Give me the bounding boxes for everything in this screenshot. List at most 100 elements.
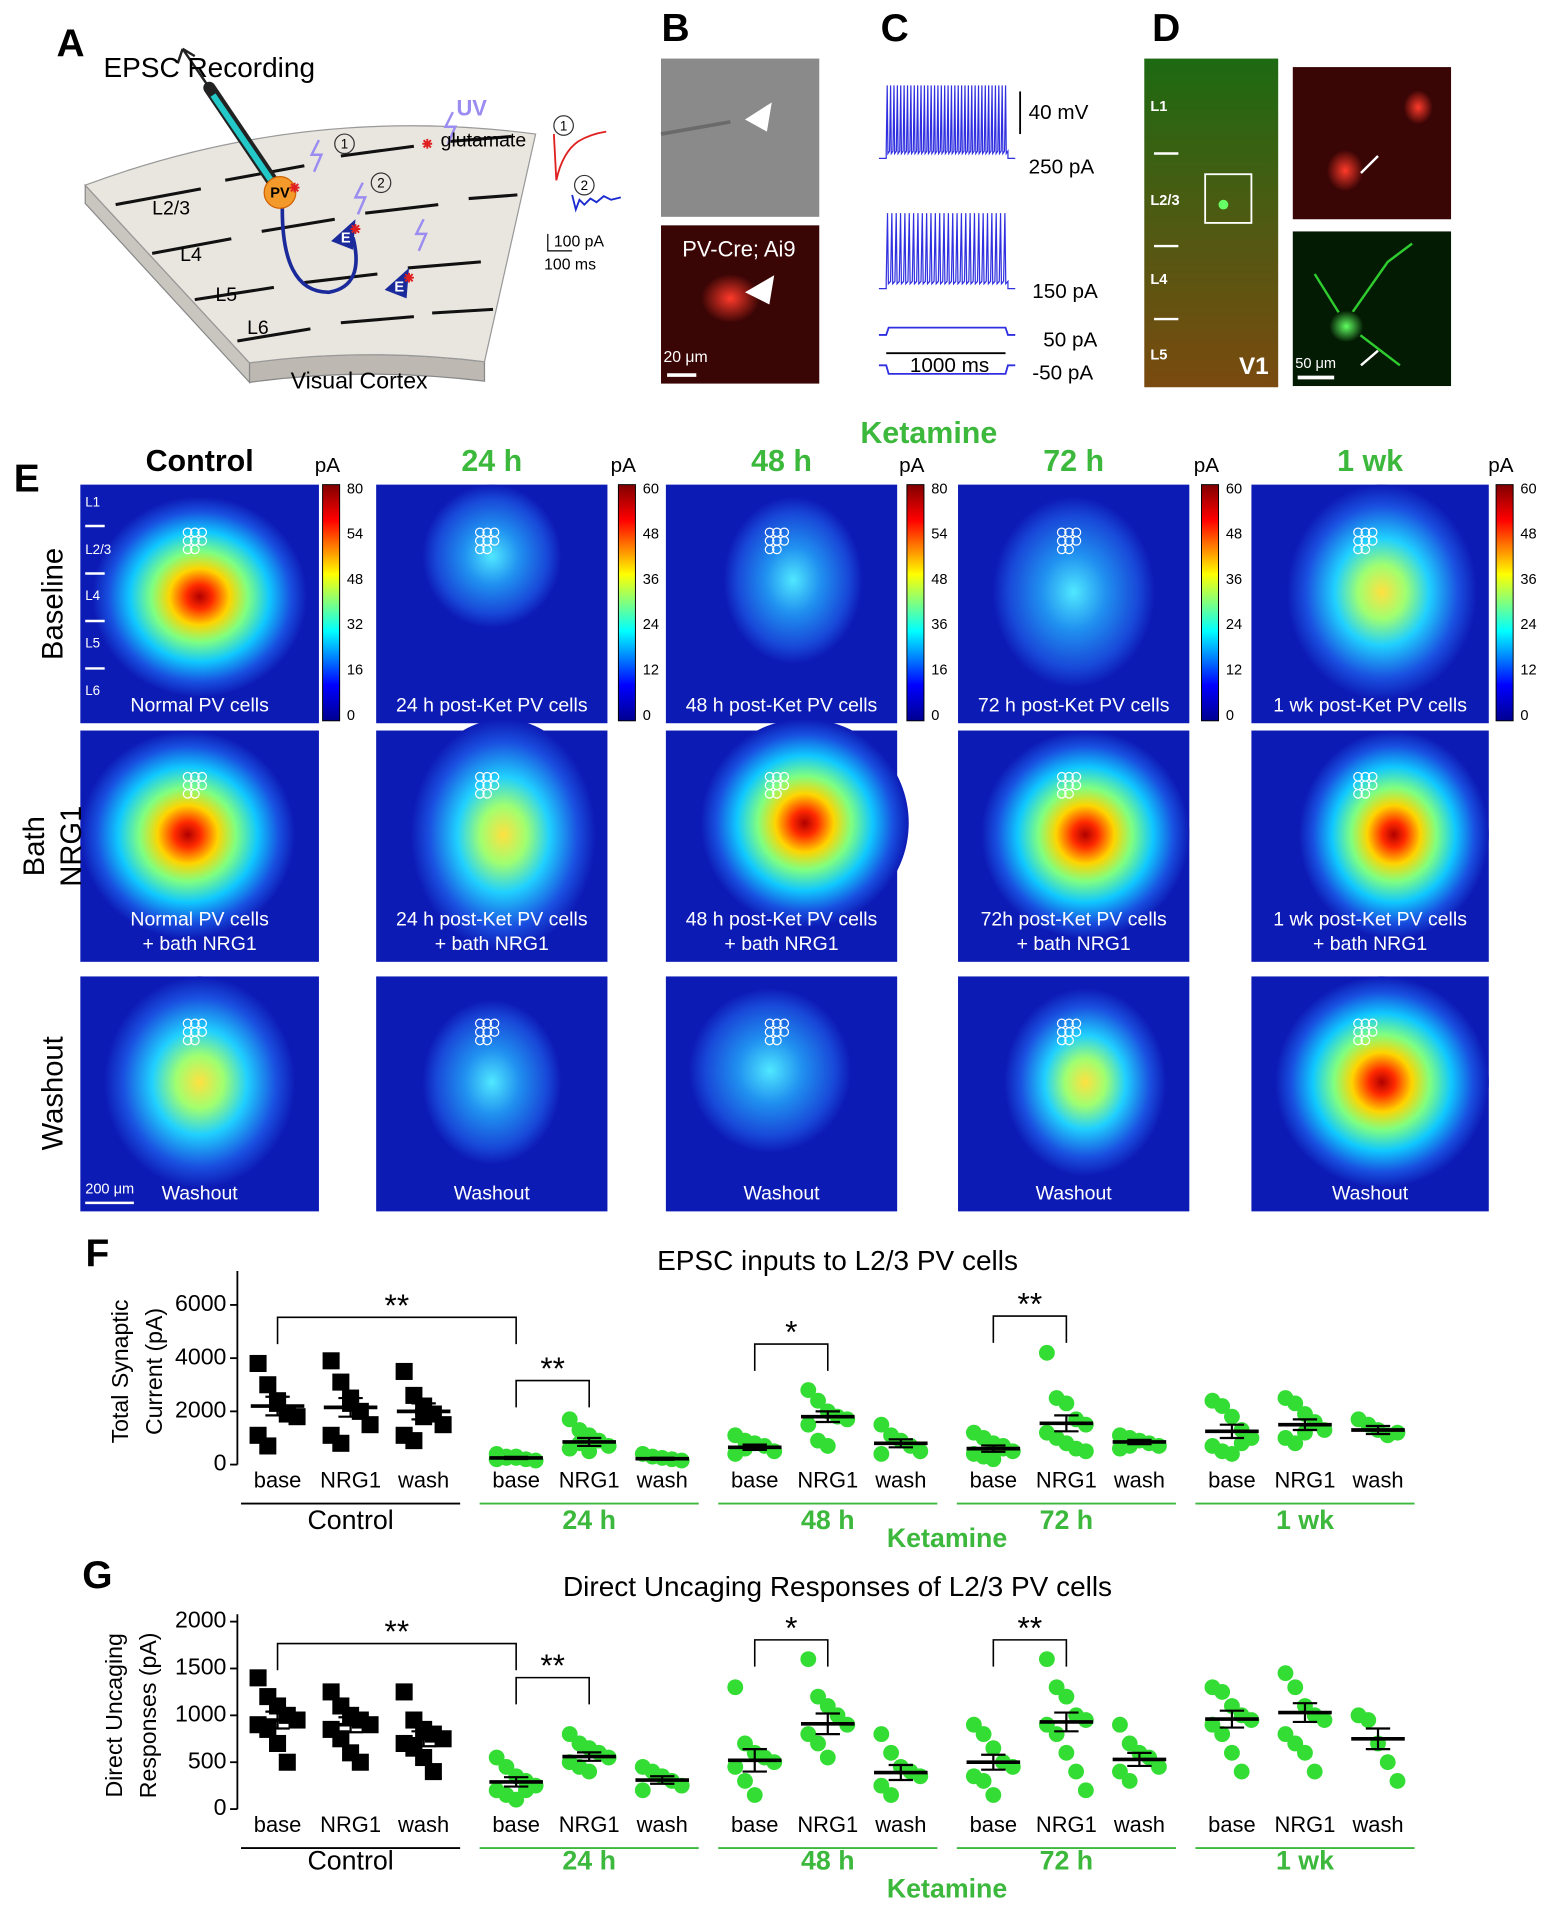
data-point — [332, 1434, 350, 1452]
data-point — [1121, 1735, 1138, 1752]
panel-letter: F — [85, 1233, 109, 1276]
heatmap-caption: 1 wk post-Ket PV cells — [1273, 909, 1467, 931]
recorded-cell — [1367, 1027, 1378, 1037]
label: Ketamine — [860, 416, 997, 450]
data-point — [1297, 1744, 1313, 1761]
inset-box — [1204, 173, 1253, 224]
layer-boundary — [340, 144, 415, 158]
recorded-cell — [474, 1035, 485, 1046]
y-tick-label: 0 — [214, 1794, 227, 1820]
colorbar-tick-label: 36 — [643, 572, 659, 588]
data-point — [288, 1408, 306, 1426]
green-image — [1292, 231, 1452, 387]
trace-1 — [552, 130, 607, 181]
cell-image — [1403, 90, 1433, 125]
data-point — [322, 1352, 340, 1370]
heatmap-caption: 48 h post-Ket PV cells — [686, 909, 878, 931]
heatmap-caption: Washout — [162, 1182, 239, 1204]
recorded-cell — [1360, 544, 1371, 555]
data-point — [561, 1726, 578, 1743]
x-tick-label: base — [254, 1467, 302, 1492]
data-point — [259, 1376, 277, 1394]
column-title: 48 h — [751, 444, 812, 478]
y-tick-label: 500 — [188, 1747, 227, 1773]
data-point — [424, 1763, 442, 1781]
pv-cell — [263, 176, 297, 209]
data-point — [985, 1451, 1002, 1468]
error-bar — [265, 1710, 290, 1730]
label: UV — [456, 95, 487, 120]
label: -50 pA — [1032, 361, 1093, 384]
x-tick-label: base — [970, 1812, 1018, 1837]
panel-letter: C — [881, 7, 909, 50]
recorded-cell — [489, 1027, 500, 1037]
site-marker — [553, 115, 574, 136]
data-point — [800, 1651, 817, 1668]
data-point — [810, 1392, 826, 1409]
uv-flash — [414, 218, 428, 252]
x-tick-label: NRG1 — [797, 1812, 858, 1837]
x-tick-label: NRG1 — [1036, 1812, 1097, 1837]
data-point — [737, 1773, 753, 1789]
y-tick-label: 4000 — [175, 1343, 226, 1369]
significance-bracket — [992, 1315, 1068, 1343]
significance-label: * — [785, 1314, 797, 1350]
layer-boundary — [151, 237, 232, 255]
error-bar — [1054, 1414, 1079, 1433]
error-bar — [650, 1456, 675, 1461]
bright-field — [661, 58, 820, 217]
label: 1 — [560, 118, 567, 133]
x-tick-label: wash — [636, 1812, 688, 1837]
e-cell — [384, 267, 410, 299]
layer-boundary — [261, 217, 336, 233]
layer-boundary — [468, 193, 518, 201]
heatmap-caption: Normal PV cells — [130, 909, 269, 931]
data-point — [1077, 1712, 1094, 1728]
panel-letter: A — [57, 23, 85, 66]
recorded-cell — [474, 788, 485, 799]
heatmap-caption: 48 h post-Ket PV cells — [686, 694, 878, 716]
colorbar-tick-label: 0 — [1520, 708, 1528, 724]
heatmap-blob — [689, 988, 851, 1153]
significance-label: ** — [540, 1647, 565, 1683]
data-point — [737, 1735, 753, 1752]
group-label: 72 h — [1040, 1846, 1094, 1876]
group-label: 1 wk — [1276, 1846, 1334, 1876]
colorbar-tick-label: 48 — [931, 572, 947, 588]
data-point — [1058, 1688, 1075, 1705]
label: L4 — [85, 588, 100, 603]
data-point — [912, 1443, 929, 1460]
recorded-cell — [1064, 788, 1074, 799]
heatmap-blob — [422, 484, 562, 628]
layer-boundary — [115, 187, 202, 207]
data-point — [351, 1753, 369, 1771]
group-label: 72 h — [1040, 1505, 1094, 1535]
data-point — [819, 1438, 836, 1454]
glutamate-star — [404, 272, 414, 283]
colorbar — [1495, 484, 1514, 722]
error-bar — [577, 1436, 602, 1448]
label: 200 μm — [85, 1181, 134, 1197]
chart-title: Direct Uncaging Responses of L2/3 PV cel… — [563, 1571, 1112, 1602]
data-point — [527, 1452, 544, 1469]
y-tick-label: 0 — [214, 1450, 227, 1476]
data-point — [810, 1688, 826, 1705]
colorbar-tick-label: 36 — [1226, 572, 1242, 588]
glutamate-star — [289, 182, 300, 193]
data-point — [1121, 1773, 1138, 1789]
y-axis-label: Current (pA) — [141, 1308, 167, 1435]
data-point — [1058, 1744, 1075, 1761]
label: E — [341, 231, 351, 247]
label: pA — [1194, 454, 1220, 477]
data-point — [1360, 1712, 1377, 1728]
data-point — [673, 1452, 690, 1469]
error-bar — [1219, 1423, 1245, 1440]
layer-boundary — [365, 203, 439, 215]
data-point — [395, 1362, 413, 1380]
data-point — [498, 1758, 515, 1775]
colorbar — [1201, 484, 1220, 722]
data-point — [1048, 1726, 1065, 1743]
x-tick-label: NRG1 — [797, 1467, 858, 1492]
